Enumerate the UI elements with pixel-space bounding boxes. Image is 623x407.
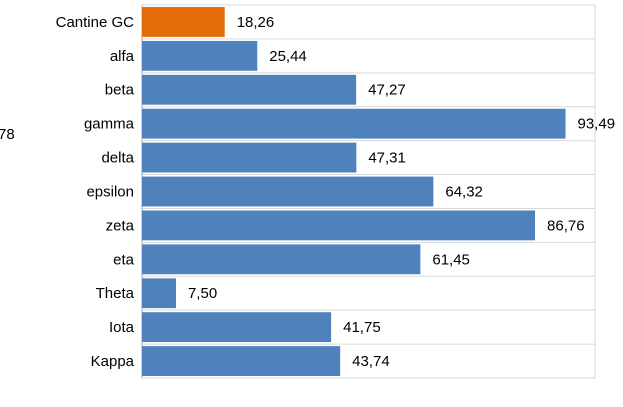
bar [142,75,356,105]
category-label: delta [101,150,134,167]
category-label: epsilon [86,183,134,200]
category-label: gamma [84,116,135,133]
value-label: 18,26 [237,14,275,31]
value-label: 47,27 [368,82,406,99]
bar [142,278,176,308]
value-label: 43,74 [352,353,390,370]
category-label: Theta [96,285,135,302]
annotation: 78 [0,126,15,143]
value-label: 47,31 [368,150,406,167]
category-label: zeta [106,217,135,234]
bar [142,109,566,139]
value-label: 64,32 [445,183,483,200]
category-label: eta [113,251,135,268]
category-label: alfa [110,48,135,65]
value-label: 25,44 [269,48,307,65]
bar [142,177,433,207]
bar [142,7,225,37]
page: 78 Cantine GC 18,26 alfa 25,44 beta 47,27 gamm… [0,0,623,407]
category-label: Cantine GC [56,14,135,31]
category-label: Iota [109,319,135,336]
bar [142,244,420,274]
chart: 78 Cantine GC 18,26 alfa 25,44 beta 47,27 gamm… [0,0,623,407]
value-label: 7,50 [188,285,217,302]
category-label: Kappa [91,353,135,370]
bar [142,41,257,71]
category-label: beta [105,82,135,99]
value-label: 86,76 [547,217,585,234]
value-label: 41,75 [343,319,381,336]
bar [142,210,535,240]
bar [142,143,356,173]
value-label: 61,45 [432,251,470,268]
value-label: 93,49 [578,116,616,133]
bar [142,312,331,342]
bar [142,346,340,376]
